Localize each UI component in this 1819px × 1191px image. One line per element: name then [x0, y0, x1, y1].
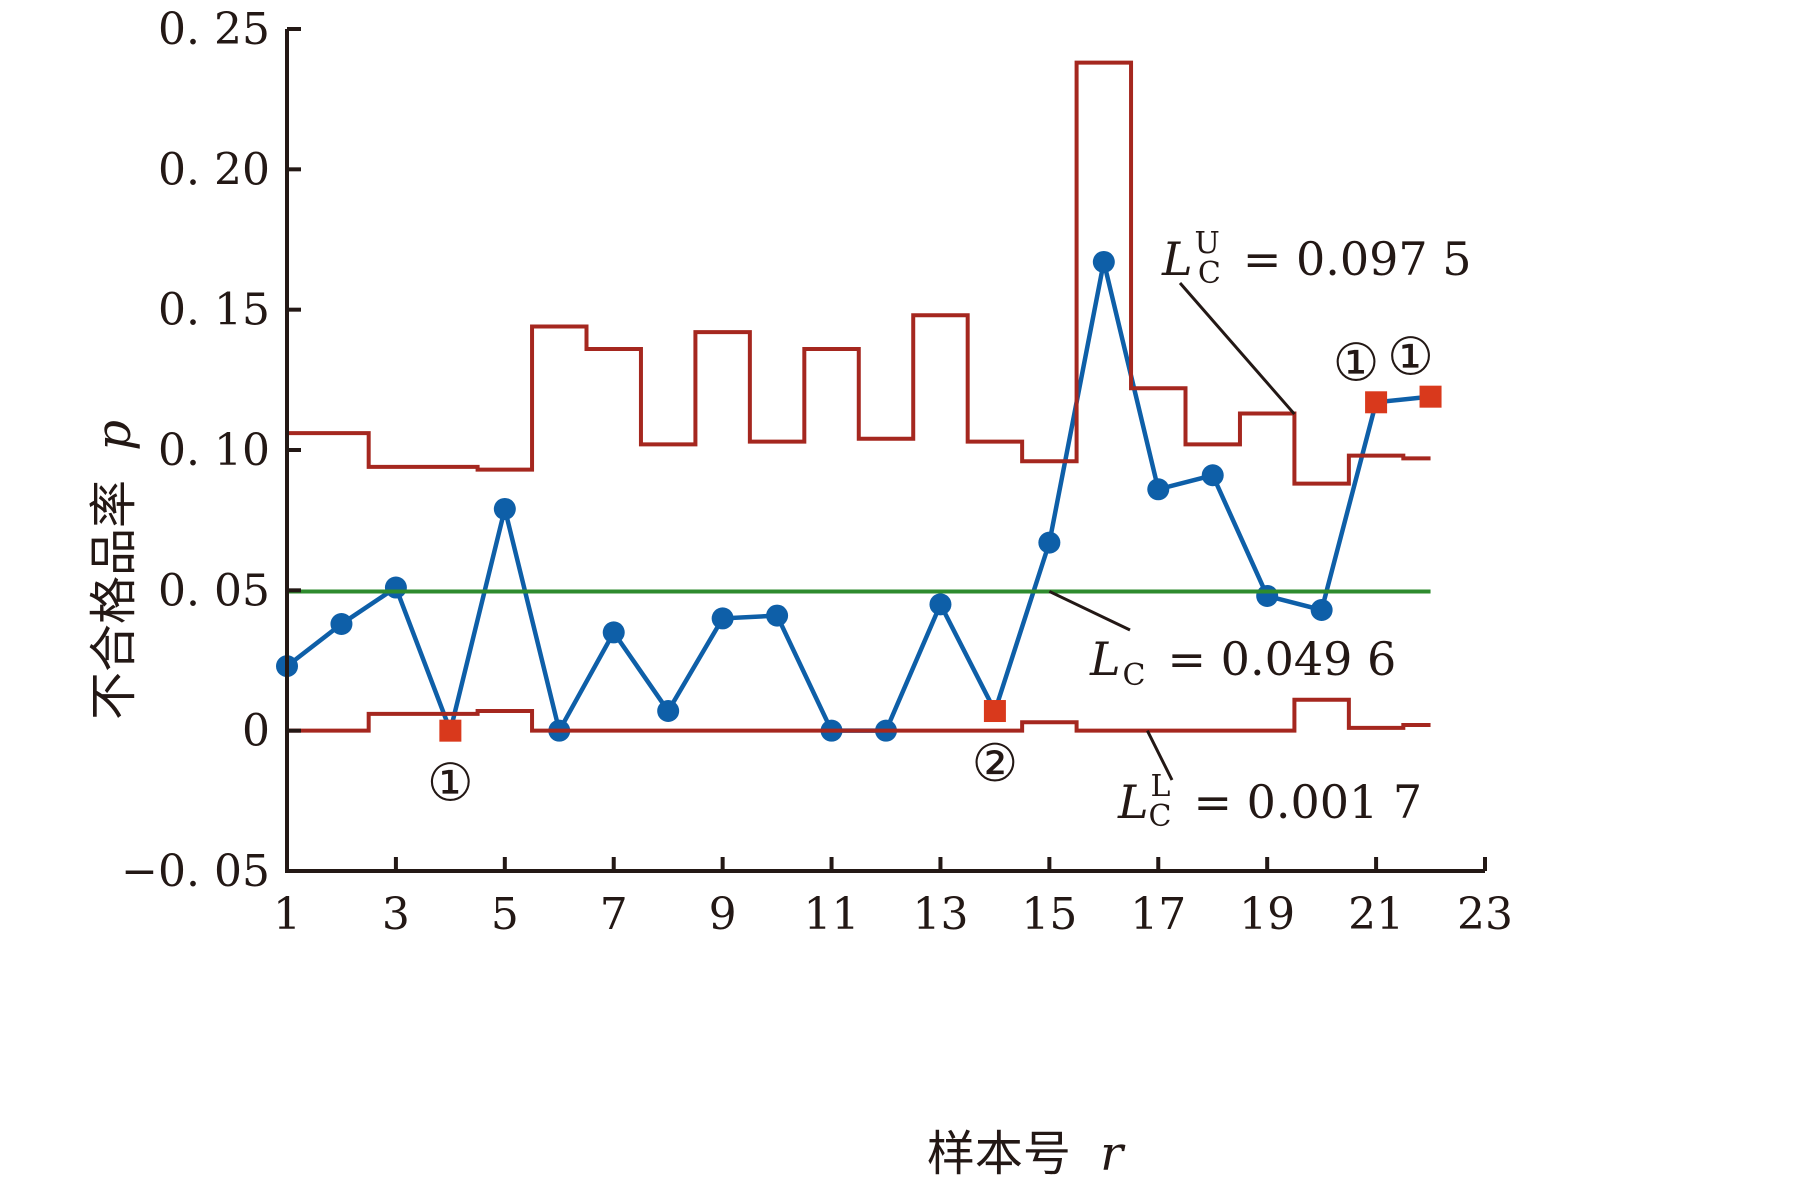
x-axis-variable: r [1100, 1126, 1126, 1182]
y-axis-title-text: 不合格品率 [86, 480, 142, 720]
x-tick-label: 17 [1130, 889, 1186, 940]
annotation-value: = 0.097 5 [1243, 232, 1472, 286]
annotation-lower: LL C = 0.001 7 [1117, 769, 1422, 834]
data-point [711, 607, 734, 630]
flag-label: ① [427, 754, 474, 814]
annotation-leader [1178, 282, 1296, 416]
y-axis-title: 不合格品率 p [86, 420, 142, 720]
y-tick-label: 0. 20 [158, 144, 270, 195]
x-tick-label: 19 [1239, 889, 1295, 940]
data-point [1092, 250, 1115, 273]
data-point [1038, 531, 1061, 554]
x-tick-label: 1 [273, 889, 301, 940]
y-tick-label: 0. 10 [158, 425, 270, 476]
annotation-symbol: L [1117, 775, 1149, 829]
x-tick-label: 9 [709, 889, 737, 940]
labels: 样本号 r 不合格品率 p [86, 420, 1126, 1182]
x-tick-label: 23 [1457, 889, 1513, 940]
data-point [766, 604, 789, 627]
x-tick-label: 5 [491, 889, 519, 940]
flag-label: ② [972, 734, 1019, 794]
data-point [1310, 598, 1333, 621]
y-tick-label: 0. 05 [158, 565, 270, 616]
x-axis-title-text: 样本号 [927, 1126, 1071, 1182]
upper-control-limit-line [287, 60, 1431, 486]
lower-control-limit-line [287, 697, 1431, 733]
annotation-symbol: L [1089, 632, 1121, 686]
series-layer [276, 60, 1442, 742]
flagged-point [439, 719, 462, 742]
y-tick-label: 0. 25 [158, 4, 270, 55]
annotations: ① ②① ①LU C = 0.097 5LC = 0.049 6LL C = 0.001 7 [427, 226, 1472, 834]
annotation-superscript: U [1195, 226, 1220, 261]
data-point [1201, 464, 1224, 487]
x-tick-label: 7 [600, 889, 628, 940]
y-axis-variable: p [86, 420, 142, 451]
data-point [657, 700, 680, 723]
data-point [929, 593, 952, 616]
flagged-point [1419, 385, 1442, 408]
y-tick-label: −0. 05 [121, 846, 270, 897]
data-point [493, 497, 516, 520]
x-tick-label: 15 [1021, 889, 1077, 940]
x-tick-label: 21 [1348, 889, 1404, 940]
annotation-superscript: L [1151, 769, 1171, 804]
data-point [384, 576, 407, 599]
annotation-leader [1146, 729, 1174, 781]
y-tick-label: 0. 15 [158, 285, 270, 336]
annotation-subscript: C [1123, 658, 1146, 693]
annotation-symbol: L [1161, 232, 1193, 286]
x-tick-label: 13 [912, 889, 968, 940]
annotation-upper: LU C = 0.097 5 [1161, 226, 1472, 291]
data-point [602, 621, 625, 644]
annotation-value: = 0.049 6 [1168, 632, 1397, 686]
x-tick-label: 11 [804, 889, 860, 940]
flagged-point [983, 700, 1006, 723]
flagged-point [1365, 391, 1388, 414]
y-tick-label: 0 [242, 706, 270, 757]
x-tick-label: 3 [382, 889, 410, 940]
data-point [1147, 478, 1170, 501]
annotation-leader [1048, 590, 1131, 632]
data-point [330, 613, 353, 636]
data-point [1256, 584, 1279, 607]
annotation-subscript: C [1198, 256, 1221, 291]
x-axis-title: 样本号 r [927, 1126, 1126, 1182]
flag-label: ① [1333, 333, 1380, 393]
annotation-subscript: C [1148, 799, 1171, 834]
annotation-value: = 0.001 7 [1193, 775, 1422, 829]
annotation-center: LC = 0.049 6 [1089, 632, 1396, 693]
flag-label: ① [1387, 328, 1434, 388]
